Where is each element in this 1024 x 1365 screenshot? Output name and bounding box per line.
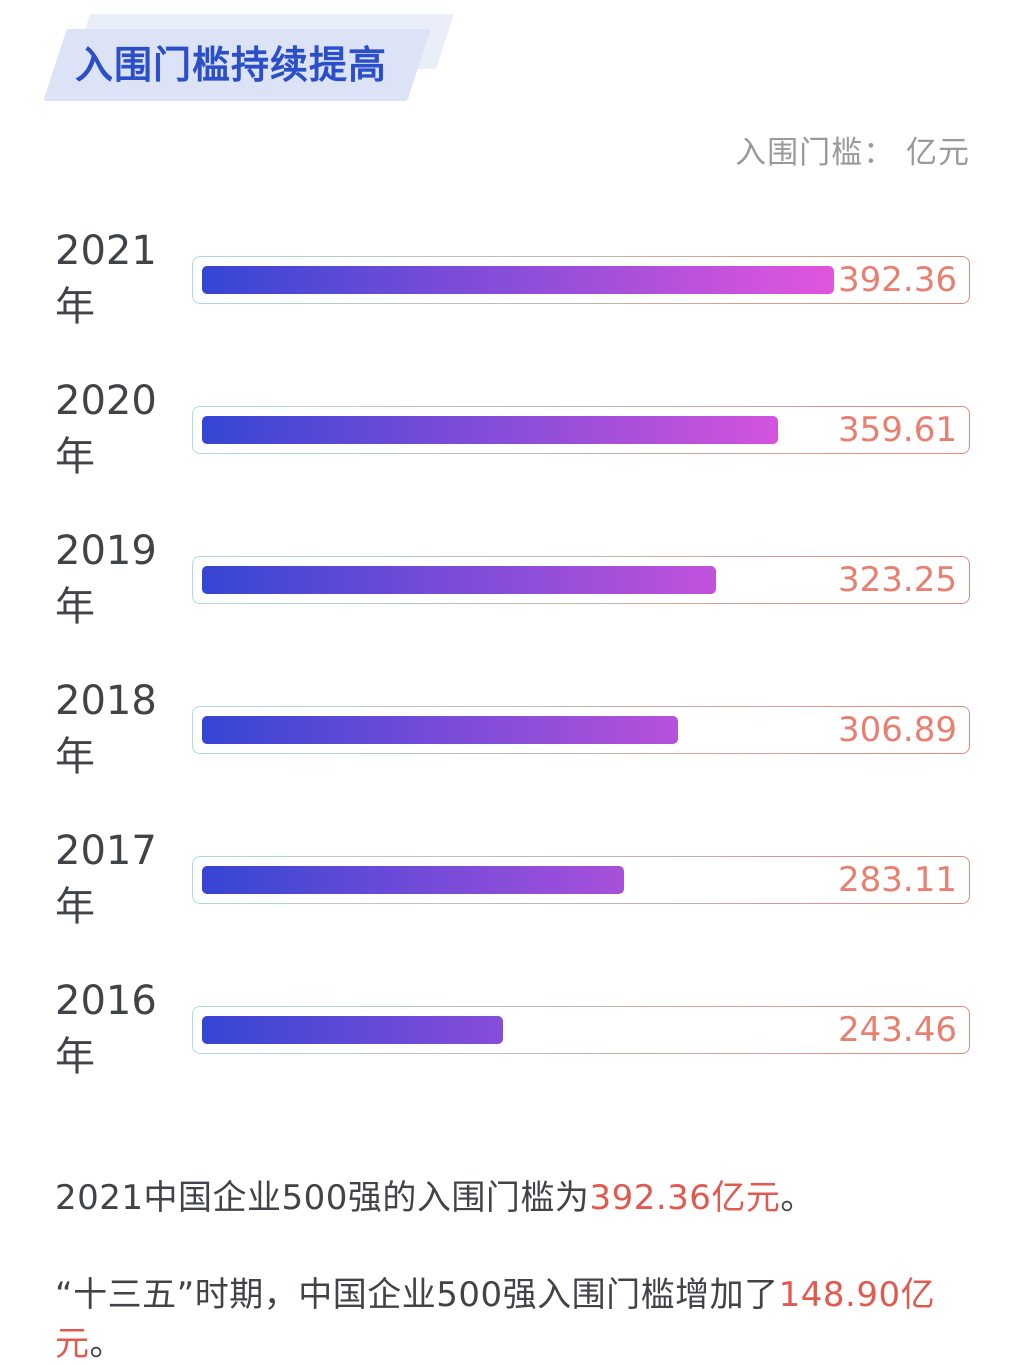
year-label: 2016年: [55, 978, 157, 1080]
bar-fill: [202, 566, 717, 594]
bar-row: 2019年 323.25: [55, 528, 970, 632]
bar-fill: [202, 866, 625, 894]
bar-row: 2016年 243.46: [55, 978, 970, 1082]
bar-track: 306.89: [192, 706, 970, 754]
bar-row: 2018年 306.89: [55, 678, 970, 782]
bar-value: 359.61: [838, 410, 957, 450]
bar-track: 323.25: [192, 556, 970, 604]
bar-value: 392.36: [838, 260, 957, 300]
note-2-suffix: 。: [89, 1324, 124, 1364]
bar-track: 283.11: [192, 856, 970, 904]
note-1-highlight: 392.36亿元: [589, 1178, 781, 1218]
bar-fill: [202, 716, 679, 744]
note-1-prefix: 2021中国企业500强的入围门槛为: [55, 1178, 590, 1218]
note-line-2: “十三五”时期，中国企业500强入围门槛增加了148.90亿元。: [55, 1267, 970, 1365]
bar-row: 2021年 392.36: [55, 228, 970, 332]
infographic-page: 入围门槛持续提高 入围门槛： 亿元 2021年 392.36 2020年 359…: [43, 14, 970, 1364]
bar-track: 359.61: [192, 406, 970, 454]
bar-fill: [202, 1016, 504, 1044]
note-line-1: 2021中国企业500强的入围门槛为392.36亿元。: [55, 1170, 970, 1219]
note-1-suffix: 。: [780, 1178, 815, 1218]
bar-value: 283.11: [838, 860, 957, 900]
summary-notes: 2021中国企业500强的入围门槛为392.36亿元。 “十三五”时期，中国企业…: [55, 1170, 970, 1365]
bar-track: 392.36: [192, 256, 970, 304]
bar-row: 2017年 283.11: [55, 828, 970, 932]
bar-track: 243.46: [192, 1006, 970, 1054]
bar-row: 2020年 359.61: [55, 378, 970, 482]
section-title: 入围门槛持续提高: [43, 14, 455, 101]
year-label: 2021年: [55, 228, 157, 330]
year-label: 2018年: [55, 678, 157, 780]
bar-chart: 2021年 392.36 2020年 359.61 2019年 323.25 2…: [55, 228, 970, 1082]
chart-unit-legend: 入围门槛： 亿元: [735, 135, 970, 171]
bar-value: 243.46: [838, 1010, 957, 1050]
bar-value: 323.25: [838, 560, 957, 600]
bar-fill: [202, 266, 835, 294]
bar-fill: [202, 416, 778, 444]
year-label: 2019年: [55, 528, 157, 630]
year-label: 2020年: [55, 378, 157, 480]
year-label: 2017年: [55, 828, 157, 930]
page-title: 入围门槛持续提高: [75, 43, 388, 87]
bar-value: 306.89: [838, 710, 957, 750]
note-2-prefix: “十三五”时期，中国企业500强入围门槛增加了: [55, 1275, 779, 1315]
